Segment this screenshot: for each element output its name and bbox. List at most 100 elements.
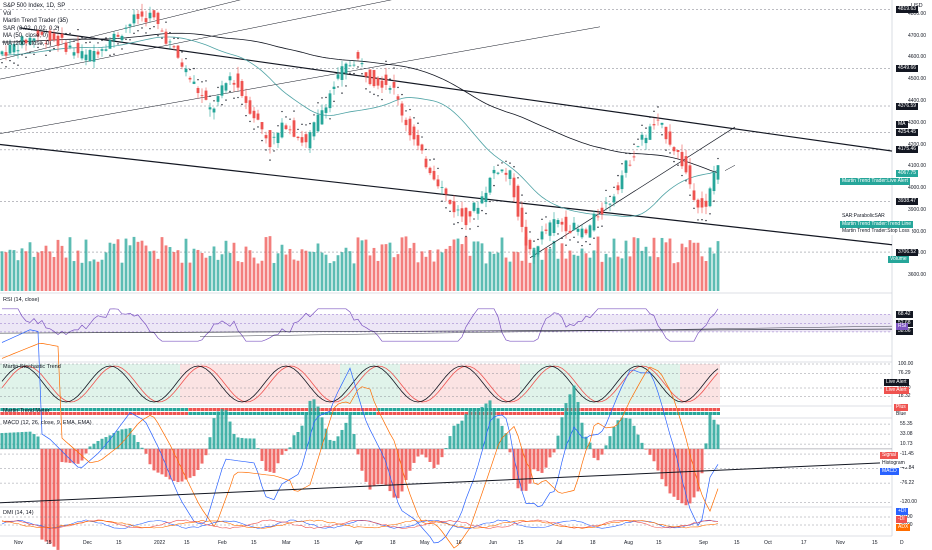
sar-dot [685, 180, 687, 182]
x-axis-label: Jul [556, 540, 563, 546]
trend-meter-top [608, 408, 612, 411]
trend-meter-top [24, 408, 28, 411]
macd-histogram-bar [336, 436, 340, 449]
sar-dot [713, 200, 715, 202]
trend-meter-top [40, 408, 44, 411]
volume-bar [340, 252, 344, 291]
trend-meter-bottom [356, 412, 360, 415]
candle-body [60, 33, 64, 38]
volume-bar [416, 262, 420, 291]
trend-meter-bottom [240, 412, 244, 415]
sar-dot [161, 37, 163, 39]
sar-dot [285, 116, 287, 118]
trend-meter-bottom [300, 412, 304, 415]
sar-dot [421, 136, 423, 138]
trend-meter-top [104, 408, 108, 411]
volume-bar [600, 261, 604, 291]
volume-bar [608, 257, 612, 291]
trend-meter-top [504, 408, 508, 411]
macd-histogram-bar [216, 411, 220, 449]
macd-histogram-bar [372, 448, 376, 486]
macd-label: Histogram [880, 460, 907, 467]
volume-bar [680, 243, 684, 291]
macd-histogram-bar [28, 431, 32, 449]
candle-body [708, 188, 712, 207]
macd-histogram-bar [300, 425, 304, 449]
candle-body [8, 44, 12, 54]
sar-dot [145, 32, 147, 34]
trend-meter-top [368, 408, 372, 411]
trend-meter-top [216, 408, 220, 411]
trend-meter-top [252, 408, 256, 411]
sar-dot [661, 134, 663, 136]
volume-bar [196, 249, 200, 291]
macd-histogram-bar [100, 438, 104, 449]
macd-histogram-bar [360, 448, 364, 471]
trend-meter-top [532, 408, 536, 411]
sar-dot [45, 54, 47, 57]
candle-body [124, 27, 128, 29]
sar-dot [281, 110, 283, 113]
sar-dot [557, 233, 559, 235]
volume-bar [124, 238, 128, 291]
trend-meter-top [112, 408, 116, 411]
sar-dot [677, 164, 679, 166]
volume-bar [136, 241, 140, 291]
candle-body [672, 147, 676, 152]
x-axis-label: 18 [390, 540, 396, 546]
candle-body [204, 90, 208, 100]
macd-histogram-bar [228, 421, 232, 449]
volume-bar [512, 251, 516, 291]
trend-meter-bottom [544, 412, 548, 415]
macd-histogram-bar [500, 425, 504, 449]
trend-meter-top [460, 408, 464, 411]
trend-meter-bottom [32, 412, 36, 415]
trend-meter-bottom [528, 412, 532, 415]
rsi-level-tag: 68.42 [896, 310, 913, 318]
trend-meter-top [292, 408, 296, 411]
sar-dot [629, 152, 631, 155]
volume-bar [652, 237, 656, 291]
trend-meter-top [404, 408, 408, 411]
macd-histogram-bar [496, 418, 500, 449]
candle-body [112, 33, 116, 41]
candle-body [408, 118, 412, 136]
candle-body [464, 207, 468, 226]
trend-meter-bottom [192, 412, 196, 415]
trend-meter-top [260, 408, 264, 411]
volume-bar [128, 245, 132, 291]
trend-meter-bottom [396, 412, 400, 415]
x-axis-label: 15 [116, 540, 122, 546]
candle-body [704, 200, 708, 207]
price-axis-tick: 4500.00 [908, 76, 927, 83]
macd-histogram-bar [712, 419, 716, 449]
trend-meter-label: Blue [894, 411, 909, 418]
candle-body [100, 49, 104, 51]
trend-meter-top [700, 408, 704, 411]
trend-meter-bottom [412, 412, 416, 415]
macd-histogram-bar [36, 436, 40, 449]
trend-meter-bottom [324, 412, 328, 415]
volume-bar [656, 257, 660, 291]
candle-body [572, 222, 576, 231]
volume-bar [452, 239, 456, 291]
macd-histogram-bar [368, 448, 372, 490]
macd-histogram-bar [48, 448, 52, 544]
martin-trend-line [529, 126, 736, 259]
trend-meter-top [132, 408, 136, 411]
trend-meter-bottom [104, 412, 108, 415]
volume-bar [52, 256, 56, 291]
x-axis-label: 15 [734, 540, 740, 546]
trend-meter-top [320, 408, 324, 411]
resistance-trend-line [19, 27, 893, 152]
sar-dot [377, 95, 379, 97]
candle-body [428, 167, 432, 174]
volume-bar [248, 250, 252, 291]
macd-histogram-bar [432, 448, 436, 469]
volume-bar [76, 250, 80, 291]
trend-meter-bottom [628, 412, 632, 415]
candle-body [644, 137, 648, 144]
dmi-line [1, 519, 719, 529]
candle-body [244, 96, 248, 103]
